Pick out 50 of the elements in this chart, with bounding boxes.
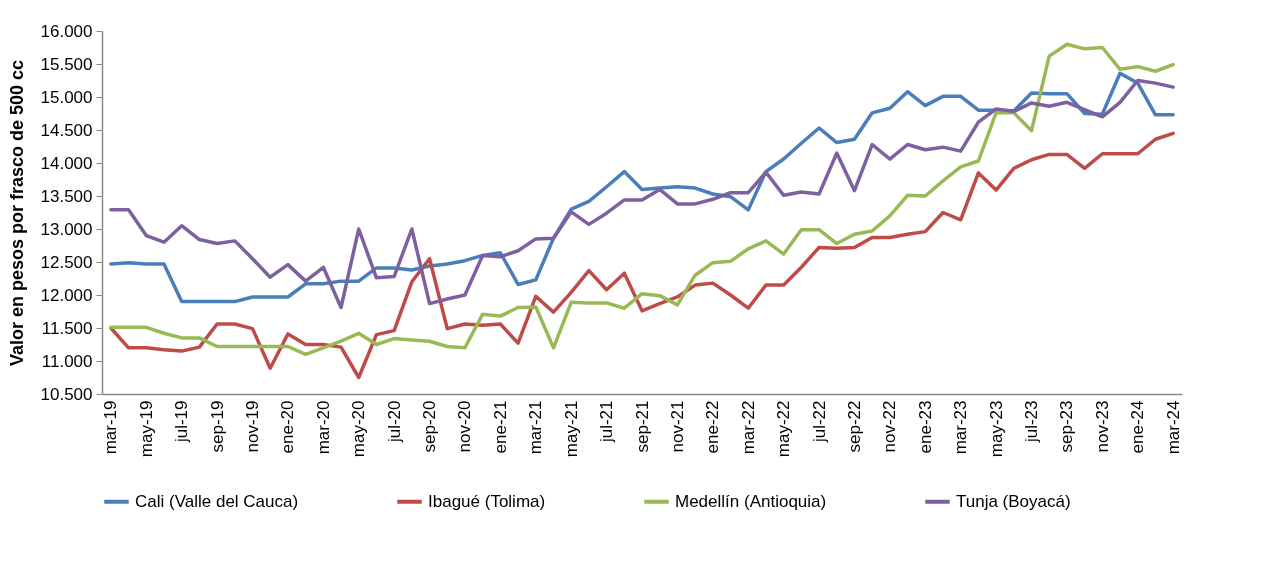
x-tick-label: may-20 [349, 400, 369, 458]
y-tick-label: 12.000 [40, 285, 93, 305]
x-tick-label: mar-22 [738, 400, 758, 455]
x-tick-label: sep-19 [207, 400, 227, 453]
x-tick-label: mar-24 [1163, 400, 1183, 455]
x-tick-label: mar-19 [101, 400, 121, 455]
y-tick-label: 12.500 [40, 252, 93, 272]
x-tick-label: ene-22 [703, 400, 723, 454]
x-tick-label: ene-21 [490, 400, 510, 454]
x-tick-label: nov-21 [667, 400, 687, 453]
line-series [109, 131, 1175, 380]
y-tick-label: 13.000 [40, 219, 93, 239]
x-tick-label: nov-20 [455, 400, 475, 453]
x-tick-label: jul-23 [1022, 400, 1042, 444]
x-tick-label: mar-21 [526, 400, 546, 455]
legend-label: Cali (Valle del Cauca) [135, 491, 299, 511]
y-tick-label: 16.000 [40, 21, 93, 41]
legend-label: Ibagué (Tolima) [428, 491, 546, 511]
x-tick-label: ene-23 [915, 400, 935, 454]
legend-label: Medellín (Antioquia) [675, 491, 827, 511]
x-tick-label: jul-21 [597, 400, 617, 444]
x-tick-label: nov-22 [880, 400, 900, 453]
legend-label: Tunja (Boyacá) [956, 491, 1071, 511]
x-tick-label: mar-20 [313, 400, 333, 455]
y-tick-label: 14.500 [40, 120, 93, 140]
x-tick-label: mar-23 [951, 400, 971, 455]
x-tick-label: sep-20 [420, 400, 440, 453]
y-tick-label: 11.500 [41, 318, 93, 338]
x-tick-label: may-19 [136, 400, 156, 458]
y-tick-label: 10.500 [40, 384, 93, 404]
y-tick-label: 11.000 [41, 351, 93, 371]
y-tick-label: 15.000 [40, 87, 93, 107]
y-axis-title: Valor en pesos por frasco de 500 cc [6, 59, 27, 367]
x-tick-label: ene-20 [278, 400, 298, 454]
line-series [109, 42, 1175, 357]
y-tick-label: 13.500 [40, 186, 93, 206]
y-tick-label: 15.500 [40, 54, 93, 74]
x-tick-label: nov-19 [242, 400, 262, 453]
x-tick-label: may-22 [774, 400, 794, 458]
y-tick-label: 14.000 [40, 153, 93, 173]
x-tick-label: jul-22 [809, 400, 829, 444]
x-tick-label: may-21 [561, 400, 581, 458]
x-tick-label: jul-19 [172, 400, 192, 444]
x-tick-label: sep-21 [632, 400, 652, 453]
x-tick-label: sep-22 [844, 400, 864, 453]
x-tick-label: sep-23 [1057, 400, 1077, 453]
x-tick-label: jul-20 [384, 400, 404, 444]
x-tick-label: may-23 [986, 400, 1006, 458]
x-tick-label: ene-24 [1128, 400, 1148, 454]
x-tick-label: nov-23 [1092, 400, 1112, 453]
